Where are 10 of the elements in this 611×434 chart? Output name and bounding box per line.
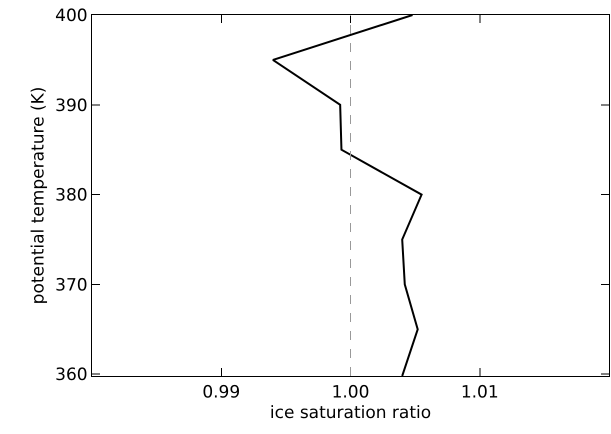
y-tick-label: 390 — [55, 96, 88, 116]
y-tick-label: 360 — [55, 365, 88, 386]
y-tick-label: 370 — [55, 275, 88, 296]
x-tick-label: 1.01 — [460, 382, 499, 402]
x-tick-label: 0.99 — [202, 382, 240, 402]
y-tick-label: 380 — [55, 186, 88, 206]
y-tick-label: 400 — [55, 6, 88, 26]
x-tick-label: 1.00 — [332, 382, 370, 402]
y-axis-title: potential temperature (K) — [28, 86, 49, 304]
x-axis-title: ice saturation ratio — [270, 402, 432, 423]
